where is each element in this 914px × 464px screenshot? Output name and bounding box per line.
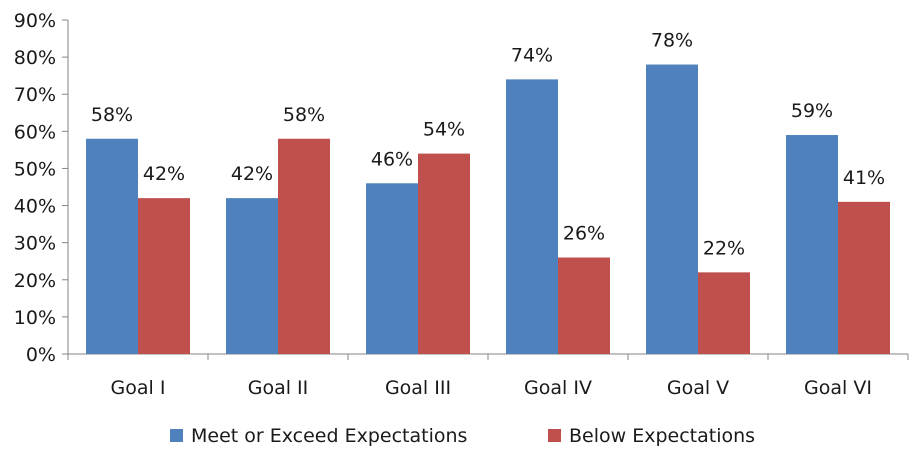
bar-below xyxy=(418,153,470,354)
data-label: 58% xyxy=(283,104,325,126)
y-tick-label: 10% xyxy=(14,307,56,329)
data-label: 46% xyxy=(371,148,413,170)
y-tick-label: 80% xyxy=(14,47,56,69)
bar-below xyxy=(138,198,190,354)
y-tick-label: 50% xyxy=(14,158,56,180)
x-category-label: Goal III xyxy=(385,377,451,399)
data-label: 78% xyxy=(651,30,693,52)
legend-swatch xyxy=(170,429,183,442)
legend: Meet or Exceed Expectations Below Expecta… xyxy=(170,425,755,447)
axes: 0% 10% 20% 30% 40% 50% 60% 70% 80% 90% Goal I Goal … xyxy=(14,10,909,399)
legend-label: Meet or Exceed Expectations xyxy=(191,425,467,447)
y-tick-label: 20% xyxy=(14,270,56,292)
legend-swatch xyxy=(548,429,561,442)
bar-below xyxy=(838,201,890,354)
y-tick-label: 70% xyxy=(14,84,56,106)
x-category-label: Goal II xyxy=(248,377,309,399)
x-category-label: Goal IV xyxy=(524,377,592,399)
bar-meet-or-exceed xyxy=(366,183,418,354)
x-category-label: Goal V xyxy=(667,377,729,399)
bar-meet-or-exceed xyxy=(506,79,558,354)
bars xyxy=(86,64,890,355)
bar-below xyxy=(698,272,750,354)
data-label: 26% xyxy=(563,223,605,245)
data-label: 22% xyxy=(703,237,745,259)
data-label: 59% xyxy=(791,100,833,122)
data-labels: 58% 42% 42% 58% 46% 54% 74% 26% 78% 22% 59% 41% xyxy=(91,30,885,260)
x-category-label: Goal I xyxy=(111,377,166,399)
y-tick-label: 60% xyxy=(14,121,56,143)
bar-below xyxy=(558,257,610,354)
data-label: 42% xyxy=(231,163,273,185)
y-tick-label: 90% xyxy=(14,10,56,32)
data-label: 74% xyxy=(511,44,553,66)
x-category-label: Goal VI xyxy=(804,377,872,399)
bar-below xyxy=(278,138,330,354)
bar-meet-or-exceed xyxy=(226,198,278,354)
y-tick-label: 0% xyxy=(26,344,56,366)
bar-meet-or-exceed xyxy=(86,138,138,354)
legend-label: Below Expectations xyxy=(569,425,755,447)
y-tick-label: 30% xyxy=(14,233,56,255)
bar-meet-or-exceed xyxy=(646,64,698,355)
y-tick-label: 40% xyxy=(14,196,56,218)
data-label: 54% xyxy=(423,119,465,141)
data-label: 41% xyxy=(843,167,885,189)
data-label: 42% xyxy=(143,163,185,185)
bar-meet-or-exceed xyxy=(786,135,838,354)
data-label: 58% xyxy=(91,104,133,126)
